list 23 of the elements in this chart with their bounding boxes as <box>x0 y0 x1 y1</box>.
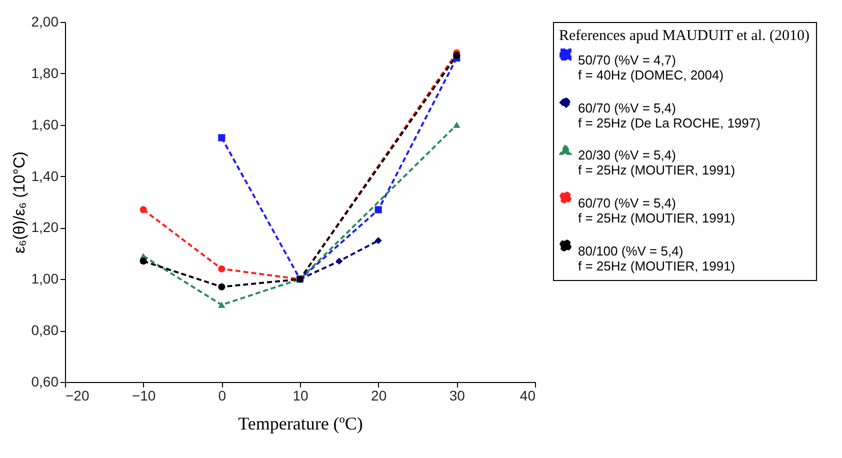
legend-label: 20/30 (%V = 5,4) f = 25Hz (MOUTIER, 1991) <box>578 148 736 178</box>
y-tick-label: 1,80 <box>31 64 59 81</box>
y-tick-label: 0,80 <box>31 322 59 338</box>
legend-label: 80/100 (%V = 5,4) f = 25Hz (MOUTIER, 1991) <box>578 244 736 274</box>
y-axis-title: ε₆(θ)/ε₆ (10°C) <box>11 151 28 254</box>
y-tick-label: 1,40 <box>31 168 59 184</box>
x-tick-label: 40 <box>520 388 536 404</box>
x-tick-label: 0 <box>218 388 226 404</box>
y-tick-label: 1,00 <box>31 270 59 287</box>
legend-label: 60/70 (%V = 5,4) f = 25Hz (De La ROCHE, 1997) <box>578 100 760 130</box>
y-tick-label: 2,00 <box>31 14 59 30</box>
legend-label: 60/70 (%V = 5,4) f = 25Hz (MOUTIER, 1991) <box>578 196 736 226</box>
x-tick-label: 30 <box>449 388 466 404</box>
y-tick-label: 0,60 <box>31 374 59 390</box>
x-tick-label: 10 <box>292 388 308 404</box>
legend-title: References apud MAUDUIT et al. (2010) <box>559 28 810 44</box>
legend-label: 50/70 (%V = 4,7) f = 40Hz (DOMEC, 2004) <box>578 52 724 82</box>
x-axis-title: Temperature (ºC) <box>238 414 363 434</box>
y-tick-label: 1,60 <box>31 116 59 132</box>
x-tick-label: 20 <box>371 388 387 404</box>
x-tick-label: −20 <box>66 388 90 404</box>
y-tick-label: 1,20 <box>31 219 59 236</box>
x-tick-label: −10 <box>132 388 156 404</box>
